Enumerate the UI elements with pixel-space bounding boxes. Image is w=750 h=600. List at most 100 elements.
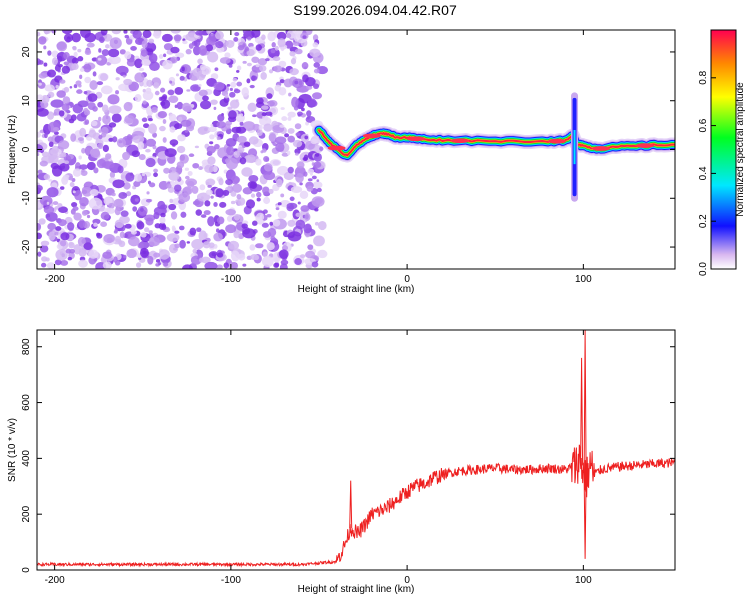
noise-speckle: [316, 66, 328, 75]
noise-speckle: [299, 182, 303, 186]
noise-speckle: [51, 57, 58, 66]
noise-speckle: [93, 167, 99, 174]
noise-speckle: [37, 31, 41, 37]
noise-speckle: [262, 186, 270, 195]
colorbar-tick-label: 0.0: [698, 262, 709, 276]
noise-speckle: [108, 105, 122, 115]
noise-speckle: [267, 227, 277, 237]
noise-speckle: [100, 30, 108, 36]
noise-speckle: [95, 55, 108, 66]
noise-speckle: [260, 72, 267, 80]
noise-speckle: [164, 148, 177, 158]
noise-speckle: [248, 136, 259, 145]
snr-axes: -200 -100 0 100 0 200 400 600 800: [21, 330, 675, 586]
snr-ytick-label: 400: [21, 450, 32, 467]
noise-speckle: [142, 30, 152, 39]
noise-speckle: [161, 33, 173, 43]
ridge-hotspot: [406, 136, 425, 142]
noise-speckle: [119, 231, 125, 239]
noise-speckle: [176, 101, 184, 110]
noise-speckle: [229, 99, 240, 109]
noise-speckle: [292, 139, 303, 148]
noise-speckle: [263, 196, 271, 205]
noise-speckle: [48, 141, 54, 147]
noise-speckle: [169, 139, 179, 146]
noise-speckle: [124, 34, 129, 39]
noise-speckle: [263, 123, 273, 132]
noise-speckle: [179, 239, 186, 249]
noise-speckle: [261, 112, 267, 117]
noise-speckle: [287, 111, 296, 118]
noise-speckle: [47, 91, 55, 98]
noise-speckle: [284, 133, 290, 138]
noise-speckle: [39, 244, 49, 253]
noise-speckle: [240, 113, 244, 118]
noise-speckle: [101, 85, 113, 95]
noise-speckle: [304, 213, 311, 221]
noise-speckle: [168, 171, 180, 181]
noise-speckle: [125, 191, 132, 197]
noise-speckle: [296, 85, 309, 93]
noise-speckle: [287, 116, 292, 121]
noise-speckle: [83, 63, 92, 73]
noise-speckle: [265, 58, 270, 62]
noise-speckle: [149, 61, 160, 72]
noise-speckle: [241, 87, 249, 97]
noise-speckle: [174, 243, 181, 249]
chart-title: S199.2026.094.04.42.R07: [293, 2, 457, 18]
noise-speckle: [277, 202, 282, 206]
noise-speckle: [37, 152, 40, 157]
noise-speckle: [236, 81, 243, 87]
noise-speckle: [160, 101, 166, 106]
noise-speckle: [243, 141, 251, 147]
noise-speckle: [278, 60, 287, 68]
noise-speckle: [227, 106, 233, 110]
noise-speckle: [192, 67, 203, 77]
noise-speckle: [163, 262, 169, 267]
noise-speckle: [158, 180, 169, 190]
noise-speckle: [63, 61, 70, 66]
noise-speckle: [130, 230, 137, 235]
noise-speckle: [170, 56, 178, 64]
noise-speckle: [307, 244, 314, 250]
noise-speckle: [76, 89, 83, 94]
noise-speckle: [60, 260, 69, 266]
noise-speckle: [154, 90, 160, 96]
noise-speckle: [303, 154, 309, 161]
noise-speckle: [236, 135, 247, 144]
noise-speckle: [108, 55, 121, 65]
noise-speckle: [61, 176, 69, 185]
noise-speckle: [255, 158, 262, 166]
noise-speckle: [47, 148, 58, 160]
noise-speckle: [247, 154, 256, 164]
noise-speckle: [108, 122, 117, 128]
noise-speckle: [126, 59, 136, 67]
noise-speckle: [274, 45, 279, 51]
noise-speckle: [313, 161, 322, 168]
noise-speckle: [204, 164, 215, 174]
noise-speckle: [225, 40, 235, 48]
noise-speckle: [314, 221, 319, 226]
spectrogram-xtick-label: -200: [45, 274, 65, 285]
noise-speckle: [198, 83, 202, 87]
noise-speckle: [279, 263, 288, 269]
snr-xtick-label: 100: [575, 575, 592, 586]
noise-speckle: [213, 202, 218, 207]
noise-speckle: [319, 146, 324, 151]
noise-speckle: [169, 126, 176, 133]
noise-speckle: [134, 72, 145, 83]
noise-speckle: [152, 32, 156, 37]
snr-ytick-label: 800: [21, 338, 32, 355]
noise-speckle: [90, 120, 98, 127]
spectrogram-ytick-label: 20: [21, 46, 32, 58]
noise-speckle: [313, 68, 320, 74]
noise-speckle: [279, 79, 285, 84]
noise-speckle: [199, 184, 206, 191]
noise-speckle: [190, 84, 201, 92]
noise-speckle: [146, 191, 150, 195]
noise-speckle: [60, 232, 70, 241]
noise-speckle: [77, 56, 84, 62]
noise-speckle: [56, 41, 68, 52]
noise-speckle: [236, 193, 242, 200]
noise-speckle: [61, 30, 73, 35]
